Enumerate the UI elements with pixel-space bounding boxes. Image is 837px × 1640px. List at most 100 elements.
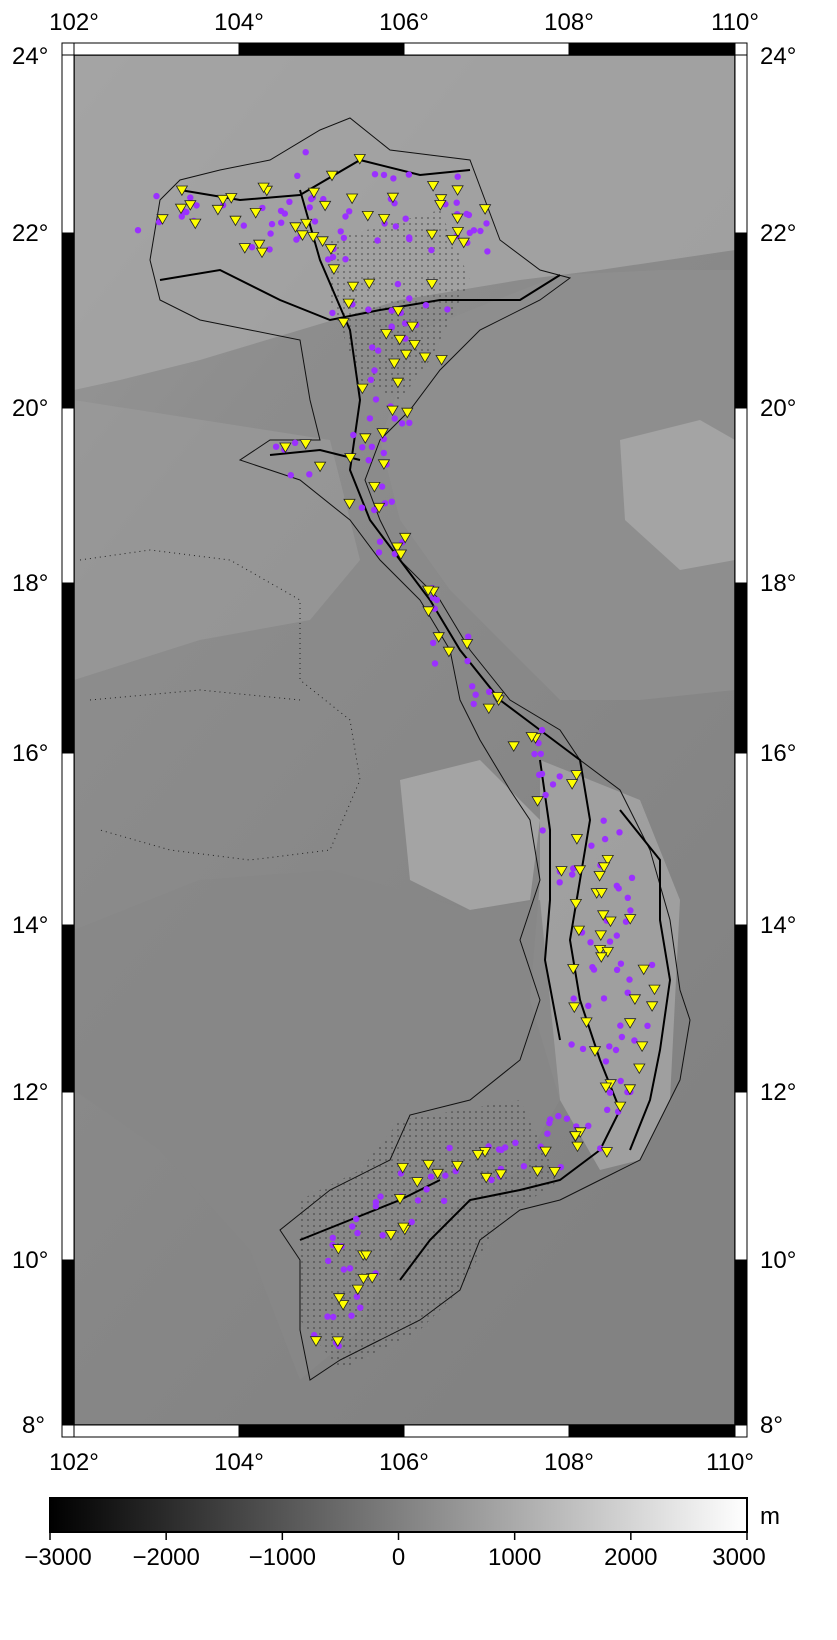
station-circle [306,471,313,478]
station-circle [626,976,633,983]
station-triangle [324,244,338,255]
station-circle [486,688,493,695]
station-triangle [572,925,586,937]
colorbar-unit: m [760,1503,780,1530]
station-circle [187,194,194,201]
station-circle [568,1041,575,1048]
station-triangle [570,770,583,781]
station-circle [454,173,461,180]
station-circle [600,817,607,824]
station-triangle [570,834,584,845]
station-circle [308,195,315,203]
central-highland-patch [400,760,540,910]
station-circle [555,1112,562,1120]
station-circle [390,175,397,182]
station-triangle [399,349,413,361]
station-circle [569,871,576,878]
station-circle [378,483,386,490]
station-circle [193,202,200,209]
station-triangle [637,964,650,976]
station-circle [374,237,381,244]
station-triangle [225,193,238,204]
station-circle [268,220,276,228]
station-circle [512,1139,519,1147]
station-circle [340,1266,347,1273]
station-triangle [399,532,412,544]
station-triangle [357,1274,370,1285]
station-triangle [597,862,611,873]
station-circle [579,1045,587,1053]
station-circle [465,633,472,640]
colorbar-tick-label: −1000 [249,1544,316,1571]
station-triangle [411,1177,424,1188]
station-circle [601,835,609,843]
station-triangle [393,334,406,346]
station-triangle [491,692,504,703]
station-circle [429,594,437,601]
station-triangle [422,585,435,597]
mekong-delta-dots [300,1100,560,1370]
lat-label-right-20: 20° [760,395,796,422]
station-circle [329,253,337,261]
station-circle [402,215,409,222]
station-triangle [594,930,608,941]
station-circle [324,256,332,263]
station-triangle [432,632,445,643]
station-circle [590,966,598,973]
station-triangle [426,181,440,192]
station-circle [240,222,247,229]
station-circle [539,827,546,834]
station-triangle [431,1168,444,1180]
station-triangle [614,1101,627,1113]
station-circle [346,1265,354,1272]
station-circle [624,989,631,996]
station-triangle [289,222,302,233]
station-circle [372,396,380,403]
station-circle [365,457,372,464]
station-triangle [346,281,360,293]
station-triangle [446,234,459,246]
station-circle [429,639,437,647]
station-triangle [418,352,432,364]
station-circle [602,1058,610,1065]
station-circle [544,1130,551,1137]
station-triangle [548,1167,561,1178]
station-triangle [332,1244,345,1255]
station-triangles [156,154,661,1348]
station-triangle [588,1046,602,1057]
station-triangle [372,502,386,514]
station-triangle [457,237,470,249]
station-circle [391,415,398,422]
station-triangle [376,428,389,439]
station-circle [606,1043,613,1050]
station-circle [366,415,374,422]
station-circle [463,210,470,218]
station-triangle [425,229,439,241]
station-triangle [601,947,614,958]
station-circle [617,1022,624,1029]
station-triangle [571,1141,584,1153]
station-circle [248,244,256,251]
station-triangle [309,1336,323,1347]
station-circle [600,995,608,1002]
station-circle [446,1144,453,1152]
station-triangle [386,192,400,204]
station-circle [325,1257,332,1265]
station-circle [549,781,557,788]
colorbar-tick-label: 2000 [604,1544,657,1571]
station-circle [495,1146,503,1153]
station-triangle [460,639,474,650]
station-triangle [353,154,367,165]
station-triangle [623,1018,637,1029]
station-triangle [345,193,359,205]
station-circle [380,449,387,457]
station-circle [272,443,280,450]
station-triangle [422,1159,435,1171]
station-triangle [628,994,642,1005]
station-circle [520,1163,528,1170]
station-circle [537,750,544,758]
station-circle [294,172,301,179]
station-circle [342,213,349,220]
station-triangle [595,952,608,963]
station-triangle [368,481,381,493]
